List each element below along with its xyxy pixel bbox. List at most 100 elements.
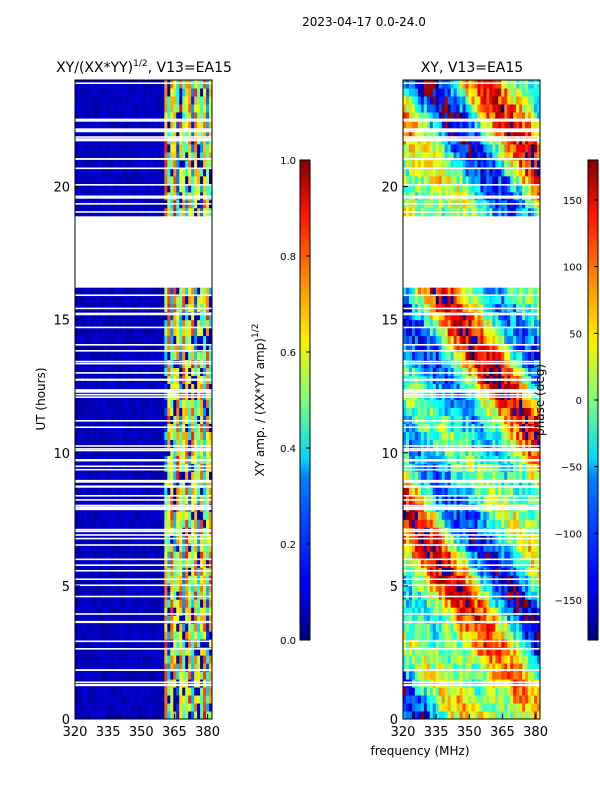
heatmap-cell (89, 319, 94, 329)
heatmap-cell (414, 543, 419, 552)
heatmap-cell (104, 671, 109, 680)
heatmap-cell (125, 591, 130, 600)
heatmap-cell (513, 535, 517, 544)
heatmap-cell (534, 687, 538, 696)
heatmap-cell (498, 663, 502, 672)
heatmap-cell (510, 479, 514, 488)
missing-data-row (75, 528, 212, 531)
heatmap-cell (176, 559, 180, 568)
heatmap-cell (134, 143, 139, 153)
heatmap-cell (209, 311, 212, 321)
heatmap-cell (403, 535, 407, 544)
heatmap-cell (173, 695, 177, 704)
heatmap-cell (167, 583, 171, 592)
heatmap-cell (158, 439, 162, 448)
heatmap-cell (98, 407, 103, 416)
heatmap-cell (200, 583, 204, 592)
heatmap-cell (80, 95, 85, 105)
heatmap-cell (429, 615, 434, 624)
heatmap-cell (107, 351, 112, 361)
heatmap-cell (176, 143, 180, 153)
heatmap-cell (516, 439, 520, 448)
heatmap-cell (182, 399, 186, 408)
heatmap-cell (75, 183, 79, 193)
heatmap-cell (113, 80, 118, 89)
heatmap-cell (95, 167, 100, 177)
heatmap-cell (417, 591, 422, 600)
heatmap-cell (80, 391, 85, 400)
heatmap-cell (197, 351, 201, 361)
heatmap-cell (206, 167, 210, 177)
heatmap-cell (164, 295, 168, 305)
heatmap-cell (203, 623, 207, 632)
heatmap-cell (95, 511, 100, 520)
heatmap-cell (131, 639, 136, 648)
heatmap-cell (507, 583, 511, 592)
heatmap-cell (438, 647, 443, 656)
heatmap-cell (474, 463, 478, 472)
heatmap-cell (209, 615, 212, 624)
heatmap-cell (131, 343, 136, 353)
heatmap-cell (504, 479, 508, 488)
heatmap-cell (92, 87, 97, 97)
heatmap-cell (191, 439, 195, 448)
heatmap-cell (444, 439, 449, 448)
missing-data-row (75, 426, 212, 429)
heatmap-cell (143, 463, 147, 472)
heatmap-cell (140, 343, 144, 353)
heatmap-cell (477, 463, 481, 472)
heatmap-cell (483, 615, 487, 624)
heatmap-cell (164, 415, 168, 424)
heatmap-cell (474, 703, 478, 712)
heatmap-cell (101, 471, 106, 480)
heatmap-cell (435, 663, 440, 672)
heatmap-cell (191, 447, 195, 456)
heatmap-cell (209, 551, 212, 560)
heatmap-cell (444, 583, 449, 592)
heatmap-cell (89, 695, 94, 704)
heatmap-cell (80, 367, 85, 377)
heatmap-cell (92, 407, 97, 416)
heatmap-cell (104, 111, 109, 121)
heatmap-cell (182, 327, 186, 337)
heatmap-cell (492, 535, 496, 544)
heatmap-cell (206, 471, 210, 480)
heatmap-cell (179, 647, 183, 656)
heatmap-cell (98, 383, 103, 393)
heatmap-cell (194, 399, 198, 408)
heatmap-cell (197, 479, 201, 488)
heatmap-cell (98, 711, 103, 719)
heatmap-cell (504, 607, 508, 616)
heatmap-cell (75, 535, 79, 544)
heatmap-cell (161, 447, 165, 456)
heatmap-cell (176, 119, 180, 129)
heatmap-cell (206, 159, 210, 169)
heatmap-cell (498, 687, 502, 696)
heatmap-cell (486, 583, 490, 592)
heatmap-cell (507, 447, 511, 456)
heatmap-cell (113, 615, 118, 624)
heatmap-cell (528, 471, 532, 480)
heatmap-cell (155, 87, 159, 97)
heatmap-cell (522, 703, 526, 712)
heatmap-cell (170, 311, 174, 321)
heatmap-cell (143, 679, 147, 688)
heatmap-cell (77, 295, 82, 305)
heatmap-cell (92, 103, 97, 113)
heatmap-cell (158, 159, 162, 169)
heatmap-cell (462, 647, 467, 656)
heatmap-cell (149, 111, 153, 121)
heatmap-cell (167, 439, 171, 448)
heatmap-cell (191, 623, 195, 632)
heatmap-cell (209, 471, 212, 480)
heatmap-cell (149, 703, 153, 712)
heatmap-cell (492, 607, 496, 616)
heatmap-cell (137, 119, 142, 129)
heatmap-cell (170, 663, 174, 672)
heatmap-cell (86, 447, 91, 456)
heatmap-cell (453, 543, 458, 552)
missing-data-row (75, 128, 212, 130)
heatmap-cell (77, 519, 82, 528)
heatmap-cell (164, 535, 168, 544)
